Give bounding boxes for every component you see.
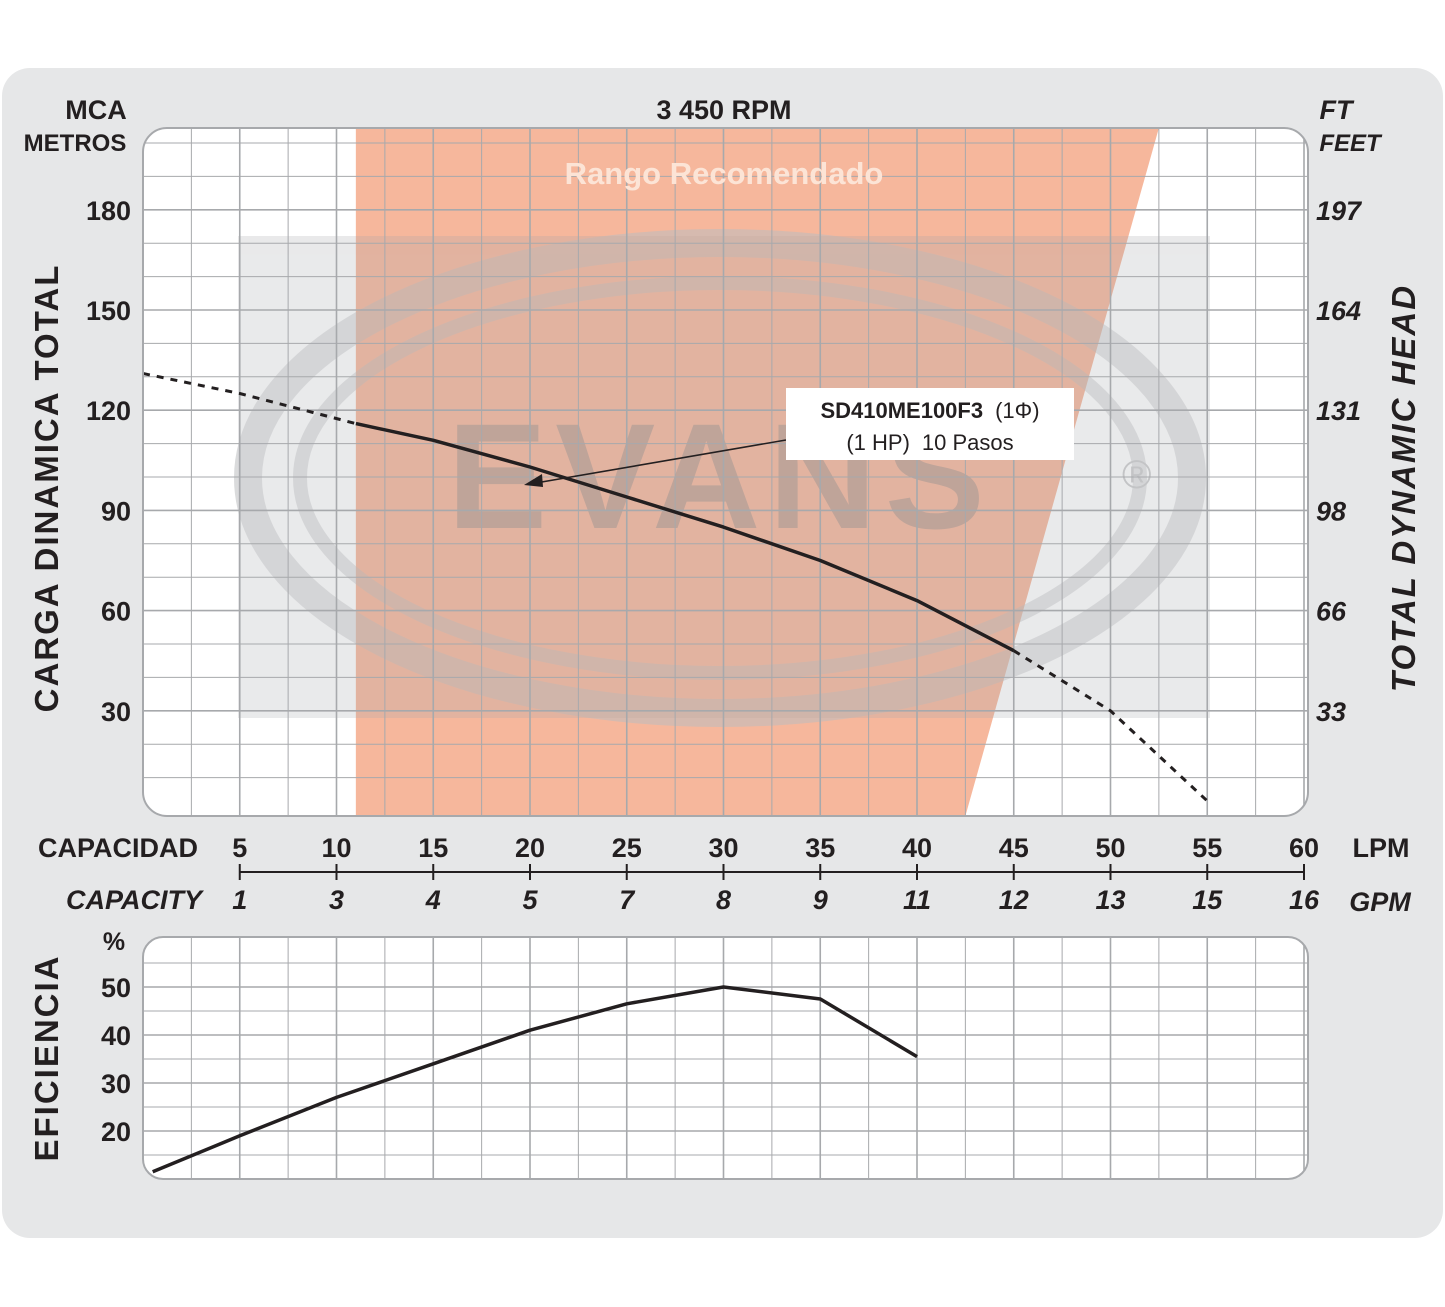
right-unit-ft: FT: [1320, 95, 1355, 125]
efficiency-unit: %: [103, 928, 125, 956]
callout-leader-line: [529, 439, 787, 485]
efficiency-axis-title: EFICIENCIA: [28, 954, 65, 1161]
eff-tick-label: 40: [101, 1021, 131, 1051]
eff-tick-label: 50: [101, 973, 131, 1003]
right-axis-title: TOTAL DYNAMIC HEAD: [1385, 284, 1422, 692]
eff-tick-label: 20: [101, 1117, 131, 1147]
lpm-tick-label: 5: [232, 833, 247, 863]
efficiency-curve-group: [152, 985, 918, 1174]
efficiency-curve: [152, 985, 918, 1174]
y2-tick-label: 33: [1316, 697, 1346, 727]
lpm-tick-label: 25: [612, 833, 642, 863]
lpm-tick-label: 30: [708, 833, 738, 863]
model-power: (1 HP): [846, 430, 910, 455]
head-grid: [143, 128, 1308, 816]
left-unit-metros: METROS: [24, 130, 127, 157]
speed-label: 3 450 RPM: [656, 95, 791, 125]
gpm-tick-label: 9: [813, 885, 828, 915]
model-callout: SD410ME100F3 (1Φ) (1 HP) 10 Pasos: [524, 388, 1074, 487]
lpm-tick-label: 10: [321, 833, 351, 863]
lpm-tick-label: 60: [1289, 833, 1319, 863]
gpm-tick-label: 1: [232, 885, 247, 915]
model-phase: (1Φ): [995, 398, 1039, 423]
lpm-tick-label: 50: [1095, 833, 1125, 863]
gpm-tick-label: 13: [1095, 885, 1125, 915]
model-label-box: [786, 388, 1074, 460]
efficiency-plot-border: [142, 936, 1309, 1180]
gpm-tick-label: 4: [425, 885, 441, 915]
left-tick-labels: 30 60 90 120 150 180: [86, 196, 131, 727]
efficiency-plot-area: [143, 937, 1308, 1179]
head-curve-dashed-end: [1013, 649, 1209, 803]
watermark-registered-mark: ®: [1122, 453, 1151, 497]
right-tick-labels: 33 66 98 131 164 197: [1316, 196, 1363, 727]
y2-tick-label: 197: [1316, 196, 1363, 226]
lpm-unit: LPM: [1353, 833, 1410, 863]
gpm-tick-label: 5: [522, 885, 538, 915]
model-stages: 10 Pasos: [922, 430, 1014, 455]
y-tick-label: 180: [86, 196, 131, 226]
capacity-axis-ticks: 5 1 10 3 15 4 20 5 25 7 30 8 35 9 40 11 45 12 50 13 55 15 60 16: [232, 833, 1320, 915]
recommended-range-label: Rango Recomendado: [565, 156, 884, 191]
gpm-unit: GPM: [1349, 887, 1411, 917]
gpm-tick-label: 7: [619, 885, 636, 915]
head-curve: [355, 421, 1015, 653]
y-tick-label: 90: [101, 496, 131, 526]
y2-tick-label: 164: [1316, 296, 1361, 326]
capacity-label: CAPACIDAD: [38, 833, 198, 863]
y-tick-label: 60: [101, 597, 131, 627]
lpm-tick-label: 15: [418, 833, 448, 863]
capacity-label-en: CAPACITY: [66, 885, 205, 915]
right-unit-feet: FEET: [1319, 130, 1383, 157]
y2-tick-label: 98: [1316, 496, 1346, 526]
gpm-tick-label: 3: [329, 885, 344, 915]
y-tick-label: 120: [86, 396, 131, 426]
model-line-1: SD410ME100F3 (1Φ): [820, 398, 1039, 423]
efficiency-tick-labels: 20 30 40 50: [101, 973, 131, 1147]
model-name: SD410ME100F3: [820, 398, 983, 423]
lpm-tick-label: 35: [805, 833, 835, 863]
left-axis-title: CARGA DINAMICA TOTAL: [28, 264, 65, 713]
model-line-2: (1 HP) 10 Pasos: [846, 430, 1013, 455]
head-plot-border: [142, 127, 1309, 817]
y-tick-label: 30: [101, 697, 131, 727]
lpm-tick-label: 45: [999, 833, 1029, 863]
gpm-tick-label: 11: [903, 885, 931, 915]
y-tick-label: 150: [86, 296, 131, 326]
gpm-tick-label: 16: [1289, 885, 1320, 915]
gpm-tick-label: 12: [999, 885, 1029, 915]
lpm-tick-label: 55: [1192, 833, 1222, 863]
gpm-tick-label: 15: [1192, 885, 1223, 915]
gpm-tick-label: 8: [716, 885, 731, 915]
left-unit-mca: MCA: [65, 95, 127, 125]
eff-tick-label: 30: [101, 1069, 131, 1099]
y2-tick-label: 131: [1316, 396, 1361, 426]
head-curve-group: [143, 372, 1209, 803]
watermark-inner-ring: [293, 276, 1147, 680]
callout-arrowhead: [524, 474, 543, 487]
lpm-tick-label: 20: [515, 833, 545, 863]
head-curve-dashed-start: [143, 372, 357, 426]
y2-tick-label: 66: [1316, 597, 1347, 627]
lpm-tick-label: 40: [902, 833, 932, 863]
